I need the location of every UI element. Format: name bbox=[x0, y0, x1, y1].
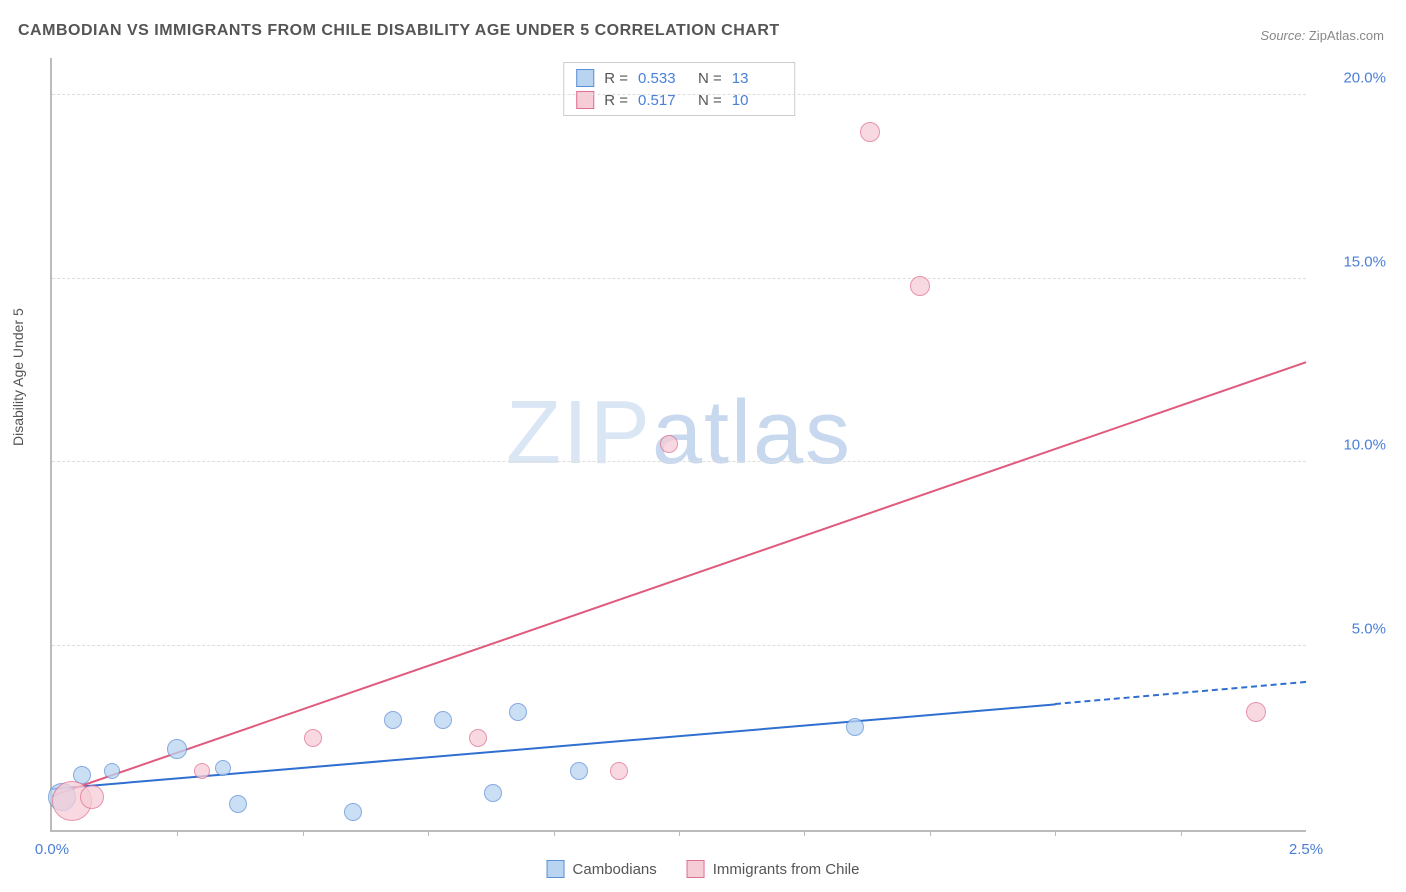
x-minor-tick bbox=[804, 830, 805, 836]
y-tick-label: 15.0% bbox=[1316, 253, 1386, 270]
data-point bbox=[194, 763, 210, 779]
grid-line bbox=[52, 94, 1306, 95]
source-attribution: Source: ZipAtlas.com bbox=[1260, 28, 1384, 43]
correlation-stats-box: R = 0.533 N = 13 R =0.517N =10 bbox=[563, 62, 795, 116]
y-axis-label: Disability Age Under 5 bbox=[10, 308, 26, 446]
bottom-legend: Cambodians Immigrants from Chile bbox=[547, 860, 860, 878]
legend-swatch bbox=[547, 860, 565, 878]
data-point bbox=[167, 739, 187, 759]
data-point bbox=[229, 795, 247, 813]
data-point bbox=[80, 785, 104, 809]
legend-swatch bbox=[687, 860, 705, 878]
grid-line bbox=[52, 278, 1306, 279]
data-point bbox=[570, 762, 588, 780]
data-point bbox=[610, 762, 628, 780]
data-point bbox=[509, 703, 527, 721]
data-point bbox=[469, 729, 487, 747]
legend-label: Cambodians bbox=[573, 861, 657, 878]
x-tick-label: 0.0% bbox=[35, 841, 69, 858]
trend-line-extrapolation bbox=[1055, 681, 1306, 705]
data-point bbox=[860, 122, 880, 142]
data-point bbox=[484, 784, 502, 802]
chart-plot-area: ZIPatlas R =0.533N =13R =0.517N =10 5.0%… bbox=[50, 58, 1306, 832]
stat-n-value: 13 bbox=[732, 70, 782, 87]
data-point bbox=[660, 435, 678, 453]
stat-r-label: R = bbox=[604, 70, 628, 87]
grid-line bbox=[52, 461, 1306, 462]
x-minor-tick bbox=[930, 830, 931, 836]
stat-r-value: 0.533 bbox=[638, 70, 688, 87]
x-minor-tick bbox=[303, 830, 304, 836]
x-tick-label: 2.5% bbox=[1289, 841, 1323, 858]
data-point bbox=[910, 276, 930, 296]
y-tick-label: 10.0% bbox=[1316, 437, 1386, 454]
data-point bbox=[384, 711, 402, 729]
x-minor-tick bbox=[177, 830, 178, 836]
watermark: ZIPatlas bbox=[506, 382, 852, 485]
stat-n-label: N = bbox=[698, 70, 722, 87]
data-point bbox=[304, 729, 322, 747]
legend-swatch bbox=[576, 69, 594, 87]
data-point bbox=[104, 763, 120, 779]
x-minor-tick bbox=[428, 830, 429, 836]
stat-row: R =0.517N =10 bbox=[576, 89, 782, 111]
grid-line bbox=[52, 645, 1306, 646]
data-point bbox=[846, 718, 864, 736]
chart-title: CAMBODIAN VS IMMIGRANTS FROM CHILE DISAB… bbox=[18, 22, 780, 40]
y-tick-label: 5.0% bbox=[1316, 621, 1386, 638]
data-point bbox=[1246, 702, 1266, 722]
y-tick-label: 20.0% bbox=[1316, 69, 1386, 86]
x-minor-tick bbox=[679, 830, 680, 836]
x-minor-tick bbox=[1181, 830, 1182, 836]
trend-line bbox=[52, 361, 1307, 797]
x-minor-tick bbox=[554, 830, 555, 836]
data-point bbox=[434, 711, 452, 729]
data-point bbox=[344, 803, 362, 821]
legend-label: Immigrants from Chile bbox=[713, 861, 860, 878]
source-value: ZipAtlas.com bbox=[1309, 28, 1384, 43]
x-minor-tick bbox=[1055, 830, 1056, 836]
stat-row: R = 0.533 N = 13 bbox=[576, 67, 782, 89]
legend-item: Cambodians bbox=[547, 860, 657, 878]
source-label: Source: bbox=[1260, 28, 1305, 43]
legend-item: Immigrants from Chile bbox=[687, 860, 860, 878]
data-point bbox=[215, 760, 231, 776]
